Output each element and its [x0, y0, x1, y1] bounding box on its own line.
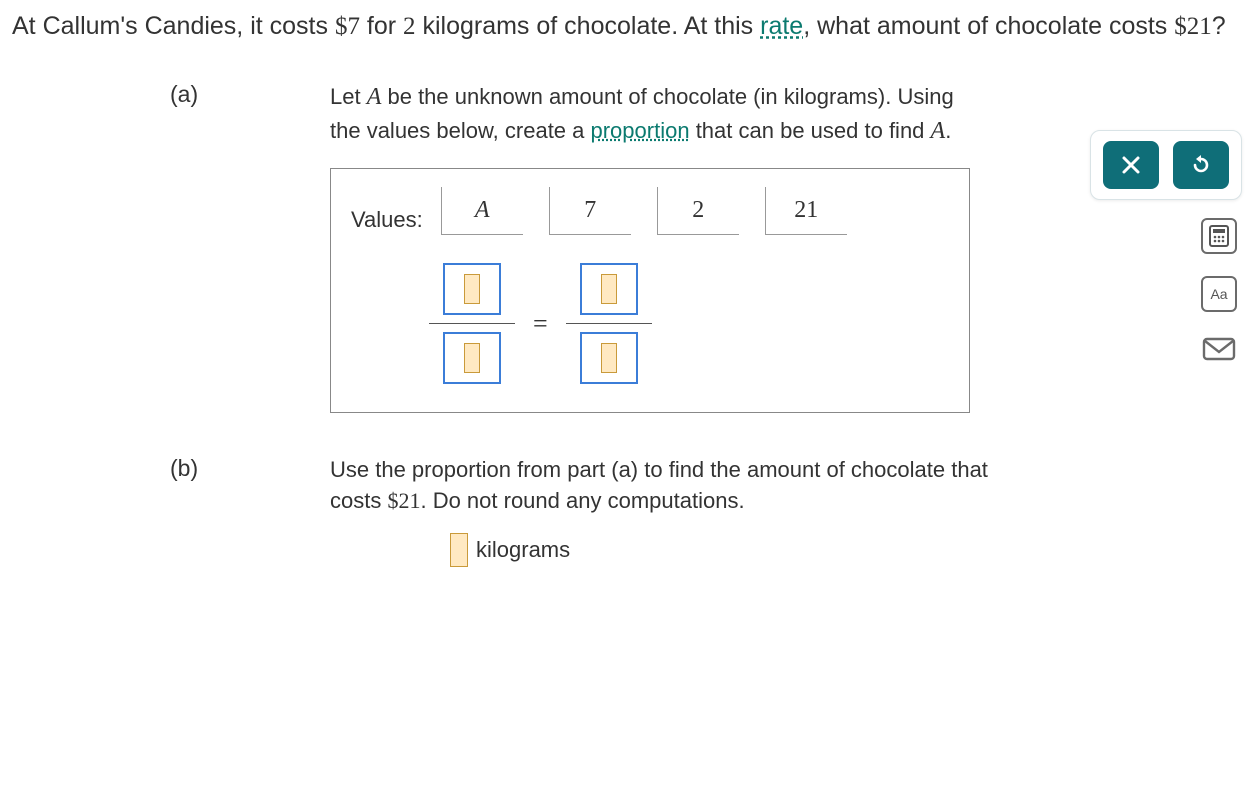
fraction-line — [566, 323, 652, 324]
q-mid2: kilograms of chocolate. At this — [416, 12, 761, 40]
q-target: $21 — [1174, 13, 1212, 40]
part-b-row: (b) Use the proportion from part (a) to … — [0, 455, 1260, 567]
slot-left-bottom[interactable] — [443, 332, 501, 384]
slot-placeholder-icon — [601, 274, 617, 304]
pb-t2: . Do not round any computations. — [420, 488, 744, 513]
part-a-instructions: Let A be the unknown amount of chocolate… — [330, 81, 990, 148]
equals-sign: = — [533, 306, 548, 342]
right-fraction — [566, 263, 652, 384]
slot-placeholder-icon — [464, 343, 480, 373]
q-price: $7 — [335, 13, 360, 40]
question-text: At Callum's Candies, it costs $7 for 2 k… — [0, 0, 1260, 63]
side-toolbar: Aa — [1200, 218, 1238, 364]
pa-t1: Let — [330, 84, 367, 109]
close-icon — [1120, 154, 1142, 176]
mail-icon — [1202, 337, 1236, 361]
slot-right-top[interactable] — [580, 263, 638, 315]
answer-unit: kilograms — [476, 535, 570, 566]
proportion-area: = — [429, 263, 949, 384]
close-button[interactable] — [1103, 141, 1159, 189]
pa-t4: that can be used to find — [690, 118, 931, 143]
slot-placeholder-icon — [464, 274, 480, 304]
slot-placeholder-icon — [601, 343, 617, 373]
part-b-instructions: Use the proportion from part (a) to find… — [330, 455, 990, 517]
answer-row: kilograms — [450, 533, 990, 567]
part-a-row: (a) Let A be the unknown amount of choco… — [0, 81, 1260, 413]
pa-var2: A — [931, 118, 946, 144]
pb-amount: $21 — [387, 488, 420, 513]
answer-input[interactable] — [450, 533, 468, 567]
part-b-label: (b) — [0, 455, 330, 482]
values-box: Values: A 7 2 21 = — [330, 168, 970, 413]
proportion-link[interactable]: proportion — [591, 118, 690, 143]
value-chip-21[interactable]: 21 — [765, 187, 847, 235]
rate-link[interactable]: rate — [760, 12, 803, 40]
q-prefix: At Callum's Candies, it costs — [12, 12, 335, 40]
pa-var1: A — [367, 84, 382, 110]
mail-button[interactable] — [1200, 334, 1238, 364]
q-mid3: , what amount of chocolate costs — [803, 12, 1174, 40]
calculator-button[interactable] — [1201, 218, 1237, 254]
pa-t5: . — [945, 118, 951, 143]
part-a-label: (a) — [0, 81, 330, 108]
slot-right-bottom[interactable] — [580, 332, 638, 384]
undo-button[interactable] — [1173, 141, 1229, 189]
values-label: Values: — [351, 205, 423, 236]
undo-icon — [1189, 153, 1213, 177]
font-size-button[interactable]: Aa — [1201, 276, 1237, 312]
part-a-content: Let A be the unknown amount of chocolate… — [330, 81, 990, 413]
font-size-label: Aa — [1210, 286, 1227, 302]
values-row: Values: A 7 2 21 — [351, 187, 949, 235]
part-b-content: Use the proportion from part (a) to find… — [330, 455, 990, 567]
pa-t2: be the unknown amount of chocolate (in k… — [381, 84, 891, 109]
control-panel — [1090, 130, 1242, 200]
left-fraction — [429, 263, 515, 384]
calculator-icon — [1209, 225, 1229, 247]
slot-left-top[interactable] — [443, 263, 501, 315]
q-mid1: for — [360, 12, 403, 40]
value-chip-2[interactable]: 2 — [657, 187, 739, 235]
fraction-line — [429, 323, 515, 324]
q-end: ? — [1212, 12, 1226, 40]
value-chip-a[interactable]: A — [441, 187, 523, 235]
value-chip-7[interactable]: 7 — [549, 187, 631, 235]
q-qty: 2 — [403, 13, 416, 40]
